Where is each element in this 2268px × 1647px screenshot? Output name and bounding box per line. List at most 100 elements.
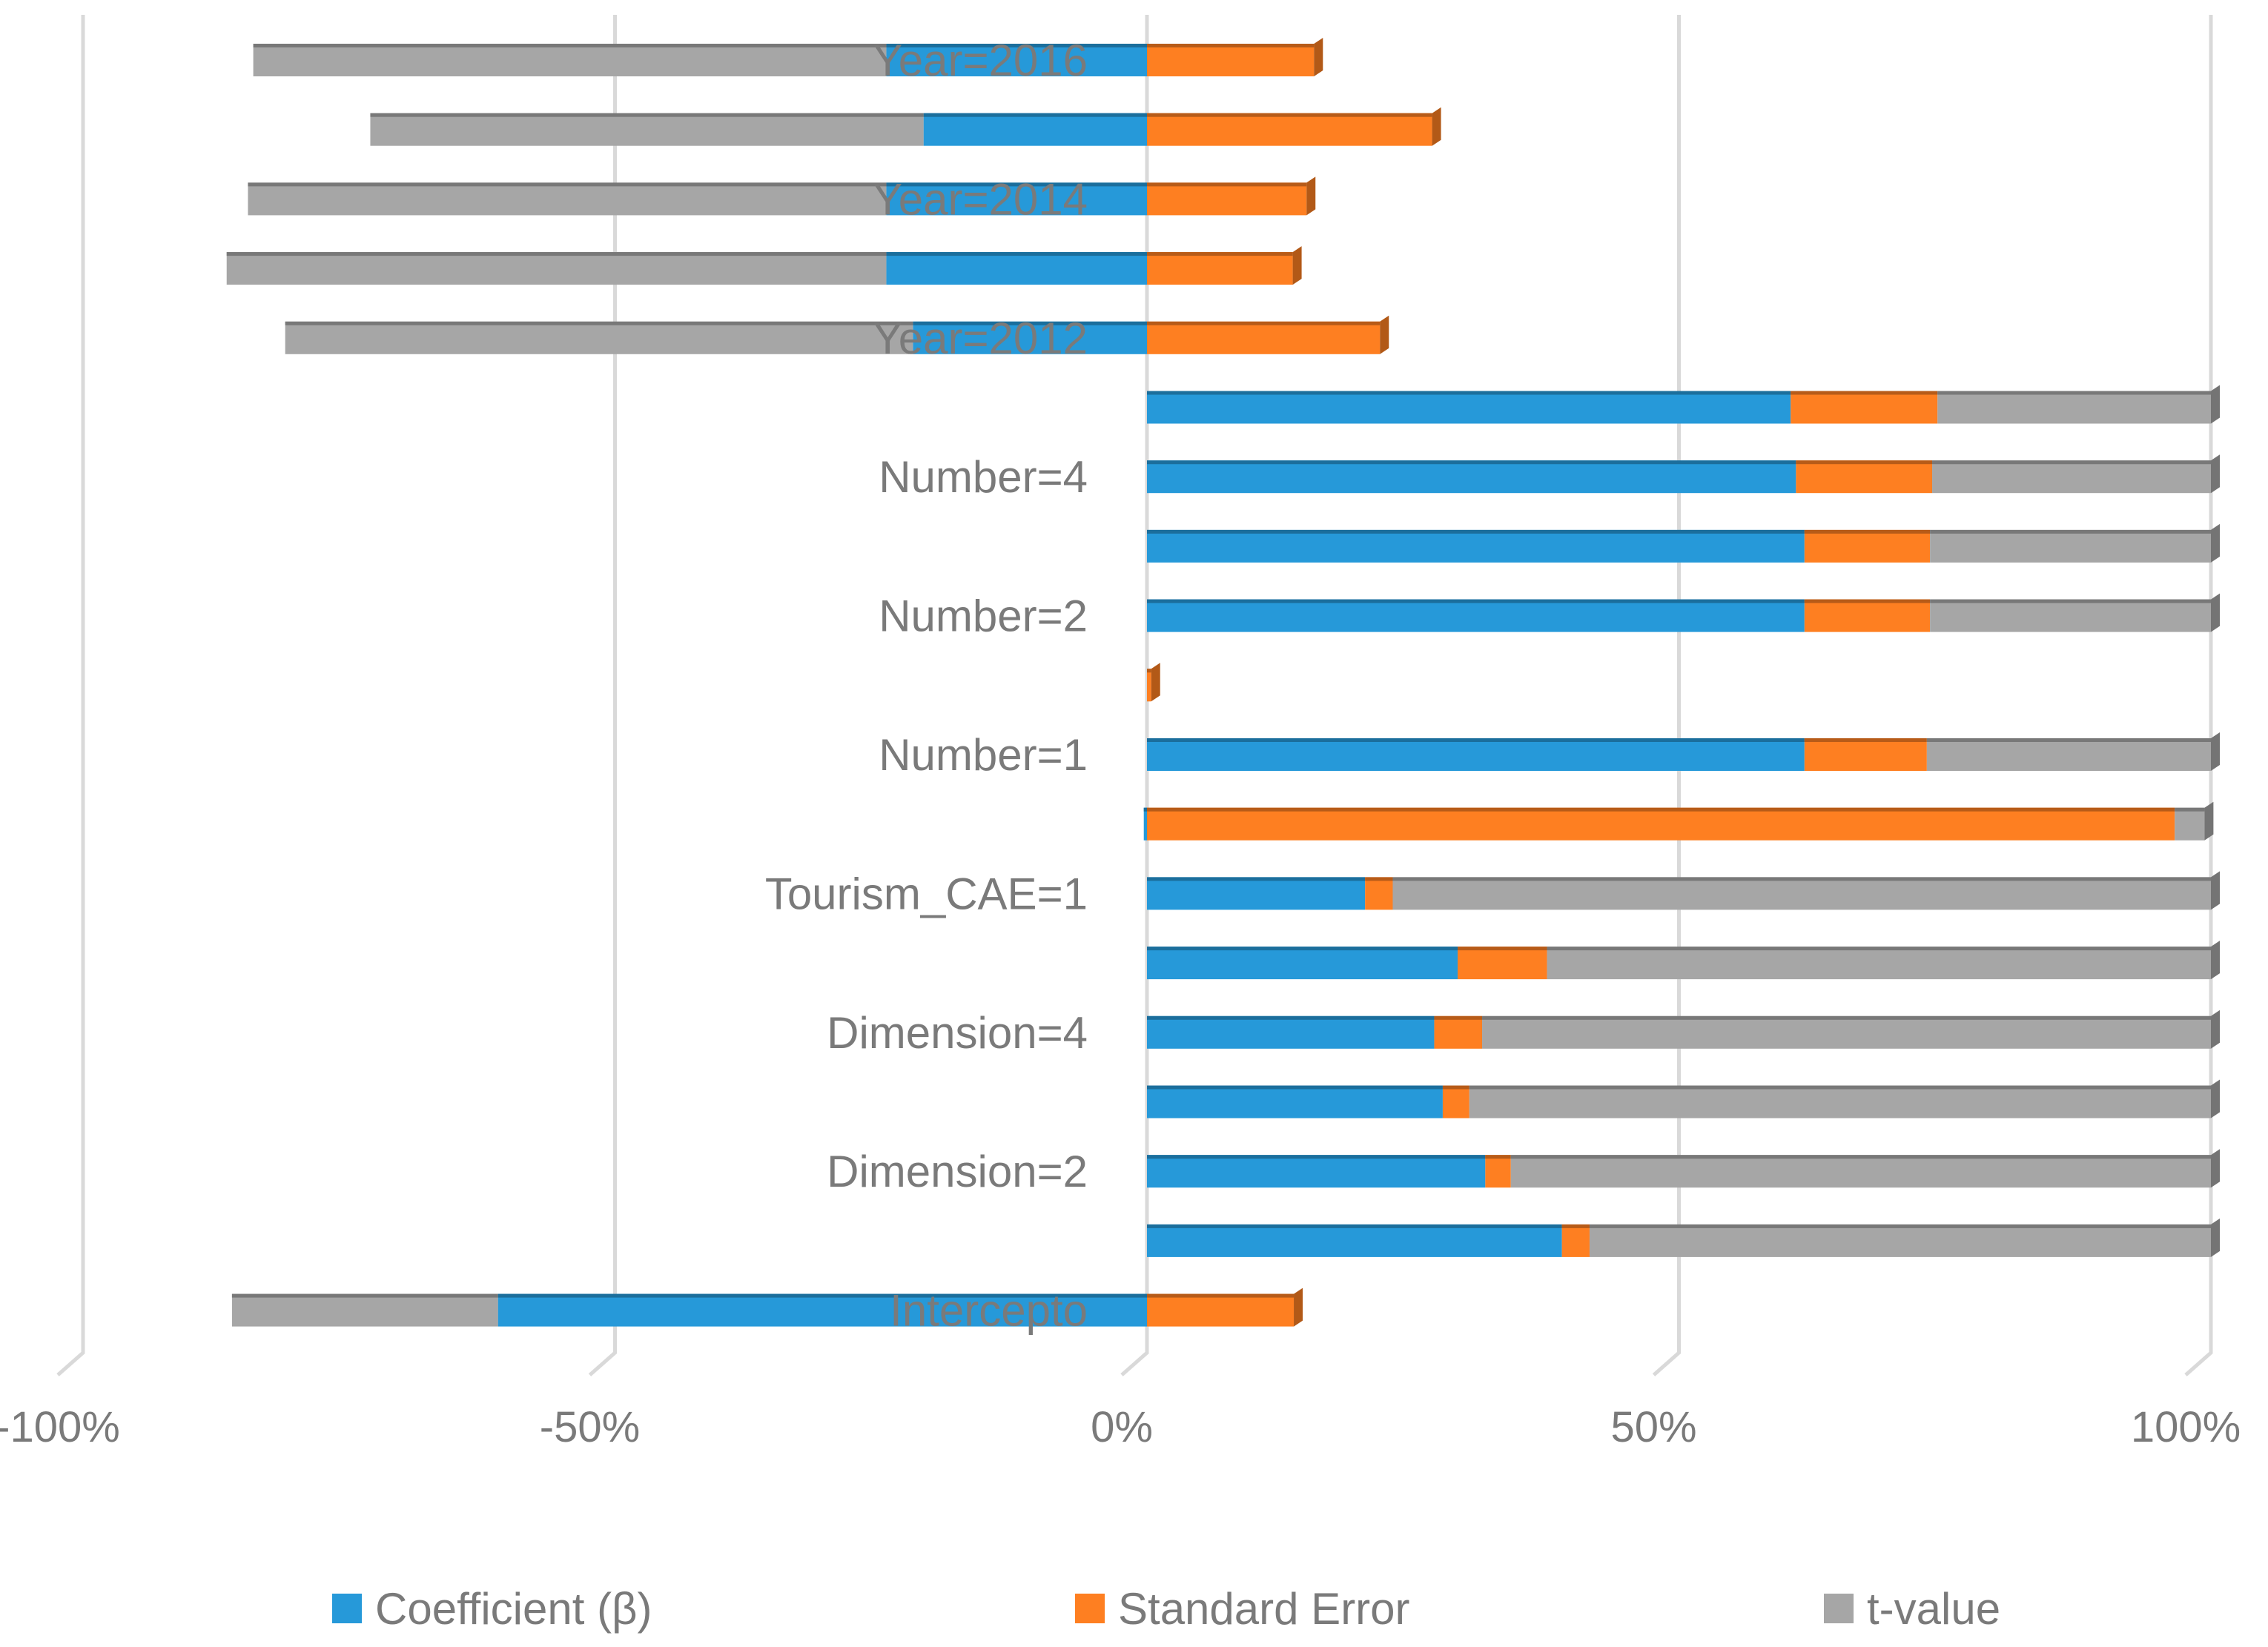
bar-segment <box>1147 252 1293 285</box>
bar-segment <box>1147 1015 1435 1049</box>
bar-segment <box>1147 182 1307 216</box>
bar-segment-bevel <box>1147 807 2175 812</box>
bar-segment-bevel <box>1147 44 1315 47</box>
bar-segment-bevel <box>1804 599 1931 603</box>
bar-segment-bevel <box>886 252 1147 256</box>
bar-segment <box>1469 1085 2211 1119</box>
category-label: Dimension=2 <box>827 1147 1088 1196</box>
bar-segment-bevel <box>923 113 1147 117</box>
bar-segment-bevel <box>1932 460 2211 465</box>
bar-end-cap <box>2211 1010 2220 1049</box>
bar-end-cap <box>2211 1149 2220 1188</box>
bar-segment-bevel <box>1147 947 1458 951</box>
bar-segment <box>1804 529 1931 563</box>
bar-segment-bevel <box>1561 1224 1590 1228</box>
category-label: Tourism_CAE=1 <box>765 869 1088 918</box>
bar-segment <box>1147 391 1791 424</box>
bar-segment <box>1147 877 1366 910</box>
bar-segment-bevel <box>1147 1224 1562 1228</box>
bar-segment <box>1147 947 1458 980</box>
legend-item: t-value <box>1824 1584 2000 1634</box>
bar-segment <box>370 113 924 146</box>
bar-segment-bevel <box>1930 529 2211 534</box>
gridline <box>56 15 85 1376</box>
x-tick-label: 100% <box>2131 1403 2241 1451</box>
bar-end-cap <box>2211 941 2220 980</box>
gridline <box>1120 15 1149 1376</box>
bar-row <box>1147 1218 2220 1257</box>
legend-item: Standard Error <box>1075 1584 1410 1634</box>
bar-segment <box>1796 460 1933 494</box>
bar-segment-bevel <box>913 321 1147 325</box>
bar-row <box>1147 1010 2220 1049</box>
bar-segment <box>1147 113 1432 146</box>
bar-segment <box>913 321 1147 354</box>
category-label: Year=2016 <box>873 36 1088 85</box>
bar-segment <box>1147 807 2175 841</box>
bar-segment <box>1482 1015 2211 1049</box>
category-label: Number=4 <box>879 452 1088 502</box>
bar-end-cap <box>1151 663 1160 702</box>
bar-segment <box>1147 669 1151 702</box>
bar-segment <box>886 44 1147 76</box>
bar-segment <box>1458 947 1547 980</box>
bar-segment <box>1147 738 1805 771</box>
bar-segment <box>1442 1085 1469 1119</box>
bar-row <box>231 1288 1303 1327</box>
bar-segment-bevel <box>1147 1085 1443 1090</box>
bar-row <box>370 107 1441 146</box>
bar-segment-bevel <box>1143 807 1147 812</box>
bar-segment-bevel <box>1147 738 1805 742</box>
gridline <box>588 15 617 1376</box>
bar-segment-bevel <box>1147 321 1381 325</box>
bar-segment-bevel <box>1791 391 1938 395</box>
bar-segment-bevel <box>1147 182 1307 187</box>
bar-row <box>1143 801 2214 841</box>
bar-row <box>253 38 1323 76</box>
x-tick-label: -100% <box>0 1403 120 1451</box>
legend-swatch <box>1824 1594 1854 1623</box>
bar-segment <box>1930 529 2211 563</box>
bar-end-cap <box>2211 385 2220 424</box>
bar-end-cap <box>1314 38 1323 76</box>
bar-end-cap <box>2211 523 2220 563</box>
bar-segment <box>497 1293 1147 1327</box>
bar-segment-bevel <box>1547 947 2211 951</box>
legend-item: Coefficient (β) <box>332 1584 652 1634</box>
bar-segment-bevel <box>886 44 1147 47</box>
bar-segment <box>1365 877 1393 910</box>
bar-end-cap <box>1292 246 1302 285</box>
x-tick-label: -50% <box>540 1403 640 1451</box>
category-label: Intercepto <box>890 1286 1088 1336</box>
bar-end-cap <box>2211 1079 2220 1119</box>
bar-end-cap <box>1380 315 1389 354</box>
bar-row <box>1147 1149 2220 1188</box>
bar-segment <box>285 321 913 354</box>
bar-segment <box>1147 529 1805 563</box>
bar-segment-bevel <box>886 182 1147 187</box>
bar-segment-bevel <box>1796 460 1933 465</box>
bar-end-cap <box>1294 1288 1303 1327</box>
bar-segment-bevel <box>285 321 913 325</box>
bar-row <box>1147 871 2220 910</box>
bar-segment <box>1561 1224 1590 1257</box>
category-label: Dimension=4 <box>827 1008 1088 1058</box>
bar-segment-bevel <box>1147 391 1791 395</box>
bar-row <box>1147 663 1160 702</box>
bar-segment-bevel <box>1147 113 1432 117</box>
bar-segment <box>1930 599 2211 632</box>
bar-segment-bevel <box>1442 1085 1469 1090</box>
bar-row <box>1147 523 2220 563</box>
bar-segment <box>231 1293 498 1327</box>
bar-segment-bevel <box>2175 807 2205 812</box>
bar-end-cap <box>1432 107 1441 146</box>
bar-segment-bevel <box>1926 738 2211 742</box>
bar-row <box>1147 385 2220 424</box>
bar-row <box>1147 941 2220 980</box>
bar-segment <box>1804 599 1931 632</box>
bar-segment <box>1547 947 2211 980</box>
legend-swatch <box>332 1594 362 1623</box>
bar-segment-bevel <box>1482 1015 2211 1020</box>
bar-row <box>1147 1079 2220 1119</box>
